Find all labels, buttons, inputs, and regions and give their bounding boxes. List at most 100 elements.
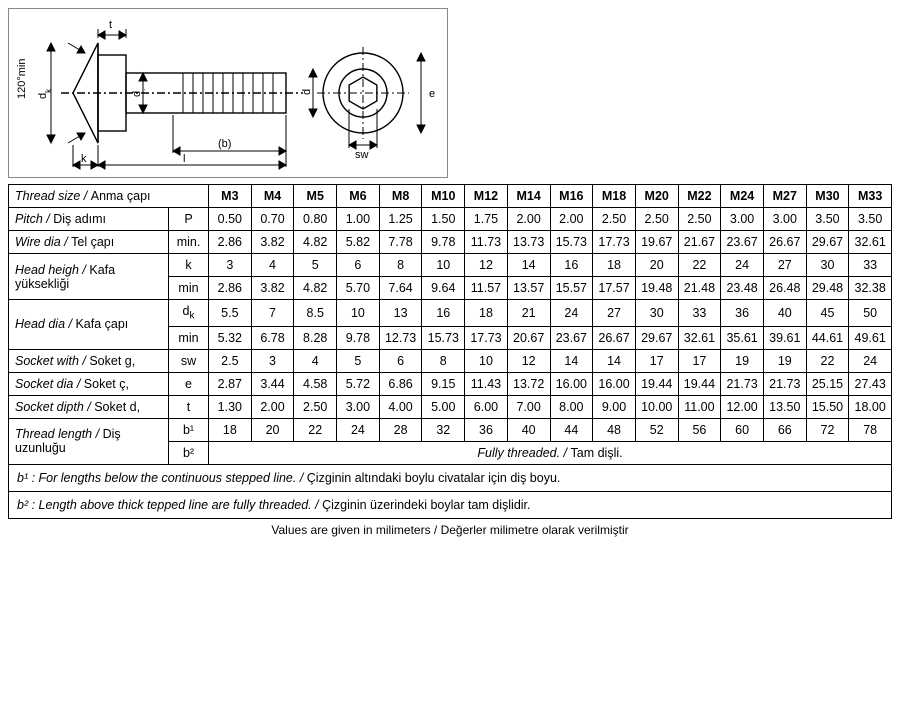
size-col-M18: M18	[593, 185, 636, 208]
table-cell: 39.61	[763, 326, 806, 349]
row-symbol: min	[169, 277, 209, 300]
table-cell: 18	[593, 254, 636, 277]
table-cell: 18.00	[849, 395, 892, 418]
table-cell: 27	[593, 300, 636, 327]
table-cell: 16.00	[593, 372, 636, 395]
thread-size-header: Thread size / Anma çapı	[9, 185, 209, 208]
table-cell: 3.82	[251, 277, 294, 300]
table-cell: 11.00	[678, 395, 721, 418]
table-cell: 2.50	[294, 395, 337, 418]
row-symbol: min	[169, 326, 209, 349]
table-cell: 32	[422, 418, 465, 441]
table-cell: 0.80	[294, 208, 337, 231]
table-cell: 28	[379, 418, 422, 441]
table-cell: 7.64	[379, 277, 422, 300]
table-cell: 33	[678, 300, 721, 327]
table-cell: 12	[507, 349, 550, 372]
table-cell: 8.5	[294, 300, 337, 327]
table-cell: 16	[422, 300, 465, 327]
table-cell: 15.73	[550, 231, 593, 254]
table-cell: 1.50	[422, 208, 465, 231]
table-cell: 16	[550, 254, 593, 277]
table-cell: 32.38	[849, 277, 892, 300]
table-cell: 48	[593, 418, 636, 441]
table-cell: 2.50	[678, 208, 721, 231]
table-cell: 20	[251, 418, 294, 441]
table-cell: 2.00	[251, 395, 294, 418]
table-cell: 4	[251, 254, 294, 277]
table-cell: 29.67	[806, 231, 849, 254]
table-cell: 4.82	[294, 277, 337, 300]
table-cell: 32.61	[849, 231, 892, 254]
table-cell: 27.43	[849, 372, 892, 395]
footer-note: Values are given in milimeters / Değerle…	[8, 523, 892, 537]
table-cell: 2.86	[209, 231, 252, 254]
table-cell: 1.25	[379, 208, 422, 231]
size-col-M5: M5	[294, 185, 337, 208]
b-label: (b)	[218, 138, 231, 150]
t-label: t	[109, 19, 112, 31]
table-cell: 24	[337, 418, 380, 441]
table-cell: 19.44	[678, 372, 721, 395]
table-cell: 5	[294, 254, 337, 277]
table-cell: 44	[550, 418, 593, 441]
table-cell: 8	[379, 254, 422, 277]
size-col-M6: M6	[337, 185, 380, 208]
table-cell: 11.73	[465, 231, 508, 254]
size-col-M14: M14	[507, 185, 550, 208]
size-col-M20: M20	[635, 185, 678, 208]
size-col-M27: M27	[763, 185, 806, 208]
table-cell: 9.15	[422, 372, 465, 395]
table-cell: 21.48	[678, 277, 721, 300]
table-cell: 32.61	[678, 326, 721, 349]
table-cell: 5.72	[337, 372, 380, 395]
table-cell: 30	[635, 300, 678, 327]
table-cell: 17	[678, 349, 721, 372]
table-cell: 2.87	[209, 372, 252, 395]
table-cell: 19.44	[635, 372, 678, 395]
table-cell: 66	[763, 418, 806, 441]
table-cell: 13.72	[507, 372, 550, 395]
table-cell: 2.50	[593, 208, 636, 231]
table-cell: 36	[721, 300, 764, 327]
table-cell: 14	[550, 349, 593, 372]
table-cell: 29.67	[635, 326, 678, 349]
table-cell: 8.00	[550, 395, 593, 418]
table-row: Head heigh / Kafa yüksekliğik34568101214…	[9, 254, 892, 277]
table-cell: 36	[465, 418, 508, 441]
table-cell: 9.78	[422, 231, 465, 254]
d-front-label: d	[301, 89, 313, 95]
size-col-M8: M8	[379, 185, 422, 208]
size-col-M33: M33	[849, 185, 892, 208]
table-cell: 22	[806, 349, 849, 372]
table-cell: 6	[379, 349, 422, 372]
table-cell: 1.75	[465, 208, 508, 231]
table-cell: 33	[849, 254, 892, 277]
row-symbol: sw	[169, 349, 209, 372]
table-cell: 6.00	[465, 395, 508, 418]
table-row: Socket dipth / Soket d,t1.302.002.503.00…	[9, 395, 892, 418]
table-cell: 10	[422, 254, 465, 277]
table-row: Pitch / Diş adımıP0.500.700.801.001.251.…	[9, 208, 892, 231]
table-cell: 29.48	[806, 277, 849, 300]
table-cell: 16.00	[550, 372, 593, 395]
table-cell: 7.78	[379, 231, 422, 254]
size-col-M10: M10	[422, 185, 465, 208]
spec-table-head: Thread size / Anma çapıM3M4M5M6M8M10M12M…	[9, 185, 892, 208]
table-cell: 13	[379, 300, 422, 327]
table-cell: 35.61	[721, 326, 764, 349]
row-label: Wire dia / Tel çapı	[9, 231, 169, 254]
table-cell: 6.86	[379, 372, 422, 395]
table-cell: 15.73	[422, 326, 465, 349]
e-label: e	[429, 88, 435, 100]
k-label: k	[81, 153, 87, 165]
size-col-M22: M22	[678, 185, 721, 208]
table-cell: 12	[465, 254, 508, 277]
table-cell: 56	[678, 418, 721, 441]
table-cell: 4	[294, 349, 337, 372]
table-row: Head dia / Kafa çapıdk5.578.510131618212…	[9, 300, 892, 327]
table-cell: 25.15	[806, 372, 849, 395]
note: b¹ : For lengths below the continuous st…	[9, 464, 892, 491]
size-col-M16: M16	[550, 185, 593, 208]
table-cell: 4.82	[294, 231, 337, 254]
